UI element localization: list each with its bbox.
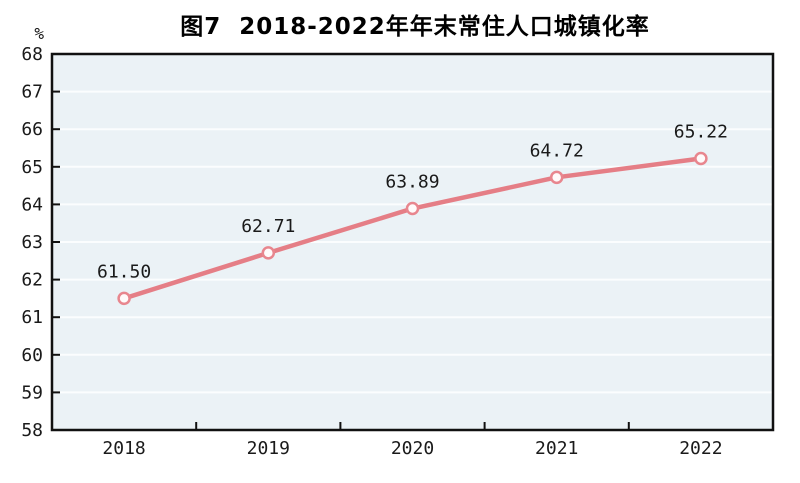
y-tick-label: 64 xyxy=(21,194,43,215)
y-tick-label: 65 xyxy=(21,157,43,178)
y-tick-label: 62 xyxy=(21,270,43,291)
data-point-label: 65.22 xyxy=(674,122,728,143)
y-tick-label: 59 xyxy=(21,382,43,403)
y-tick-label: 66 xyxy=(21,119,43,140)
data-point xyxy=(694,151,708,166)
data-point-label: 63.89 xyxy=(385,172,439,193)
y-tick-label: 67 xyxy=(21,82,43,103)
x-tick-label: 2019 xyxy=(247,438,290,459)
y-tick-label: 68 xyxy=(21,44,43,65)
data-point xyxy=(261,246,276,260)
data-point-label: 62.71 xyxy=(241,216,295,237)
chart-title: 图7 2018-2022年年末常住人口城镇化率 xyxy=(180,14,650,40)
y-axis-unit-label: % xyxy=(34,24,44,43)
y-tick-label: 61 xyxy=(21,307,43,328)
y-tick-label: 63 xyxy=(21,232,43,253)
data-point-label: 61.50 xyxy=(97,261,151,282)
y-tick-label: 60 xyxy=(21,345,43,366)
y-tick-label: 58 xyxy=(21,420,43,441)
x-tick-label: 2020 xyxy=(391,438,434,459)
x-tick-label: 2022 xyxy=(679,438,722,459)
x-tick-label: 2021 xyxy=(535,438,578,459)
x-tick-label: 2018 xyxy=(102,438,145,459)
data-point xyxy=(117,291,131,306)
data-point-label: 64.72 xyxy=(530,140,584,161)
data-point xyxy=(549,170,564,185)
data-point xyxy=(405,201,420,216)
